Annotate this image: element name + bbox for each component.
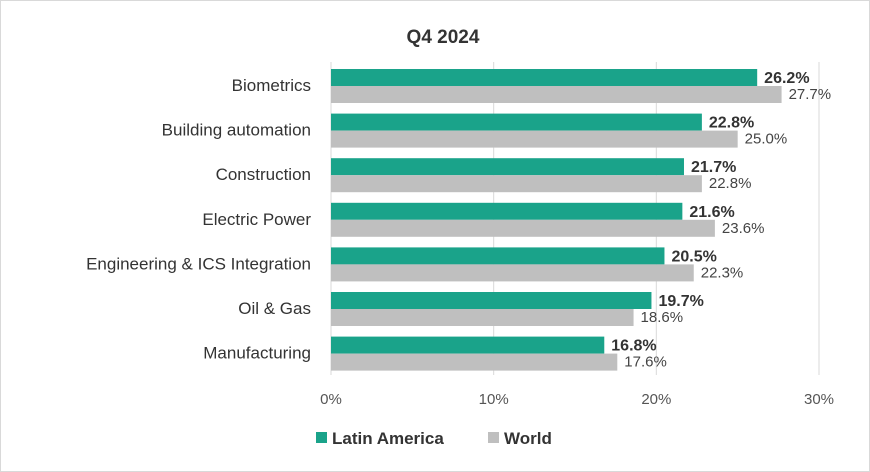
legend-label: Latin America xyxy=(332,429,444,448)
category-label: Electric Power xyxy=(202,210,311,229)
x-tick-label: 10% xyxy=(479,391,509,408)
legend: Latin America World xyxy=(316,429,552,448)
data-label: 21.7% xyxy=(691,159,736,176)
category-label: Construction xyxy=(216,165,311,184)
bar-latin-america xyxy=(331,158,684,176)
category-label: Oil & Gas xyxy=(238,299,311,318)
bar-world xyxy=(331,353,618,371)
x-axis-tick-labels: 0% 10% 20% 30% xyxy=(320,391,834,408)
category-label: Manufacturing xyxy=(203,344,311,363)
bar-world xyxy=(331,86,782,103)
bar-world xyxy=(331,175,702,193)
data-label: 17.6% xyxy=(624,354,667,371)
x-tick-label: 30% xyxy=(804,391,834,408)
data-label: 21.6% xyxy=(689,204,734,221)
x-tick-label: 0% xyxy=(320,391,342,408)
data-label: 16.8% xyxy=(611,338,656,355)
category-label: Biometrics xyxy=(232,76,311,95)
category-label: Engineering & ICS Integration xyxy=(86,254,311,273)
data-label: 22.3% xyxy=(701,264,744,281)
data-label: 23.6% xyxy=(722,220,765,237)
bar-world xyxy=(331,130,738,148)
bar-latin-america xyxy=(331,202,683,220)
chart-title: Q4 2024 xyxy=(407,27,480,48)
data-label: 19.7% xyxy=(658,293,703,310)
bar-latin-america xyxy=(331,69,758,86)
category-labels: Biometrics Building automation Constructio… xyxy=(86,76,311,363)
data-label: 27.7% xyxy=(789,86,832,103)
bars: 26.2%27.7%22.8%25.0%21.7%22.8%21.6%23.6%… xyxy=(331,69,831,371)
data-label: 22.8% xyxy=(709,175,752,192)
data-label: 22.8% xyxy=(709,115,754,132)
bar-latin-america xyxy=(331,292,652,309)
data-label: 20.5% xyxy=(671,248,716,265)
legend-swatch-world xyxy=(488,432,499,443)
bar-latin-america xyxy=(331,336,605,354)
data-label: 18.6% xyxy=(641,309,684,326)
data-label: 25.0% xyxy=(745,131,788,148)
bar-world xyxy=(331,219,715,237)
legend-label: World xyxy=(504,429,552,448)
bar-latin-america xyxy=(331,113,702,131)
bar-latin-america xyxy=(331,247,665,265)
data-label: 26.2% xyxy=(764,70,809,87)
x-tick-label: 20% xyxy=(641,391,671,408)
legend-swatch-latin-america xyxy=(316,432,327,443)
bar-world xyxy=(331,264,694,282)
bar-world xyxy=(331,309,634,326)
category-label: Building automation xyxy=(162,121,311,140)
